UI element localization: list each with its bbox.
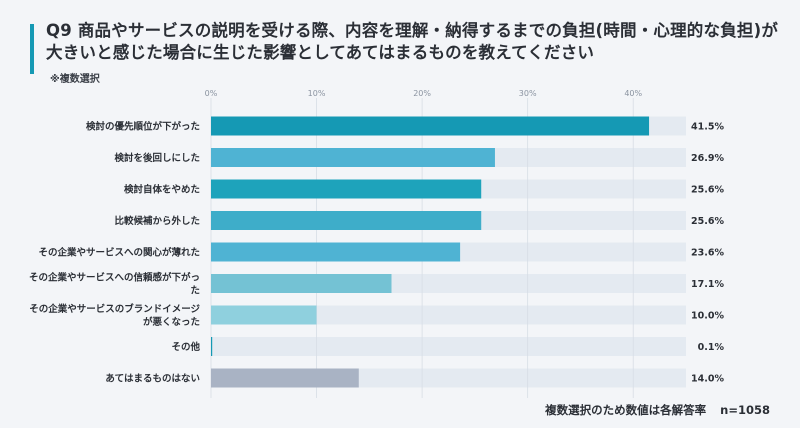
x-tick-label: 40% bbox=[624, 89, 642, 98]
category-label: その企業やサービスへの関心が薄れた bbox=[38, 247, 200, 259]
value-label: 25.6% bbox=[691, 185, 724, 196]
category-label: 比較候補から外した bbox=[114, 215, 200, 227]
value-label: 41.5% bbox=[691, 122, 724, 133]
category-label: 検討自体をやめた bbox=[124, 184, 200, 196]
bar bbox=[211, 242, 461, 262]
chart-subtitle: ※複数選択 bbox=[50, 74, 100, 85]
x-tick-label: 20% bbox=[413, 89, 431, 98]
category-label: その他 bbox=[171, 341, 200, 353]
value-label: 14.0% bbox=[691, 374, 724, 385]
bar bbox=[211, 148, 495, 167]
x-tick-label: 10% bbox=[308, 89, 326, 98]
sample-size: n=1058 bbox=[720, 403, 770, 417]
value-label: 17.1% bbox=[691, 279, 724, 290]
category-label: その企業やサービスのブランドイメージが悪くなった bbox=[29, 303, 200, 328]
x-tick-label: 30% bbox=[519, 89, 537, 98]
footer-note: 複数選択のため数値は各解答率 bbox=[545, 403, 707, 417]
category-label: その企業やサービスへの信頼感が下がった bbox=[29, 272, 200, 297]
bar bbox=[211, 274, 392, 293]
bar bbox=[211, 305, 317, 325]
bar bbox=[211, 337, 213, 356]
bar bbox=[211, 368, 359, 388]
chart-footer: 複数選択のため数値は各解答率 n=1058 bbox=[545, 402, 770, 418]
bar bbox=[211, 211, 482, 230]
category-label: 検討の優先順位が下がった bbox=[86, 121, 200, 133]
category-label: 検討を後回しにした bbox=[114, 152, 200, 164]
bar-track bbox=[211, 337, 686, 356]
x-tick-label: 0% bbox=[205, 89, 218, 98]
bar bbox=[211, 116, 650, 136]
value-label: 10.0% bbox=[691, 311, 724, 322]
bar-track bbox=[211, 305, 686, 325]
value-label: 23.6% bbox=[691, 248, 724, 259]
value-label: 26.9% bbox=[691, 153, 724, 164]
title-accent-bar bbox=[30, 24, 34, 74]
bar bbox=[211, 179, 482, 199]
value-label: 25.6% bbox=[691, 216, 724, 227]
category-label: あてはまるものはない bbox=[105, 373, 200, 385]
chart-title: Q9 商品やサービスの説明を受ける際、内容を理解・納得するまでの負担(時間・心理… bbox=[46, 21, 779, 62]
value-label: 0.1% bbox=[698, 342, 725, 353]
